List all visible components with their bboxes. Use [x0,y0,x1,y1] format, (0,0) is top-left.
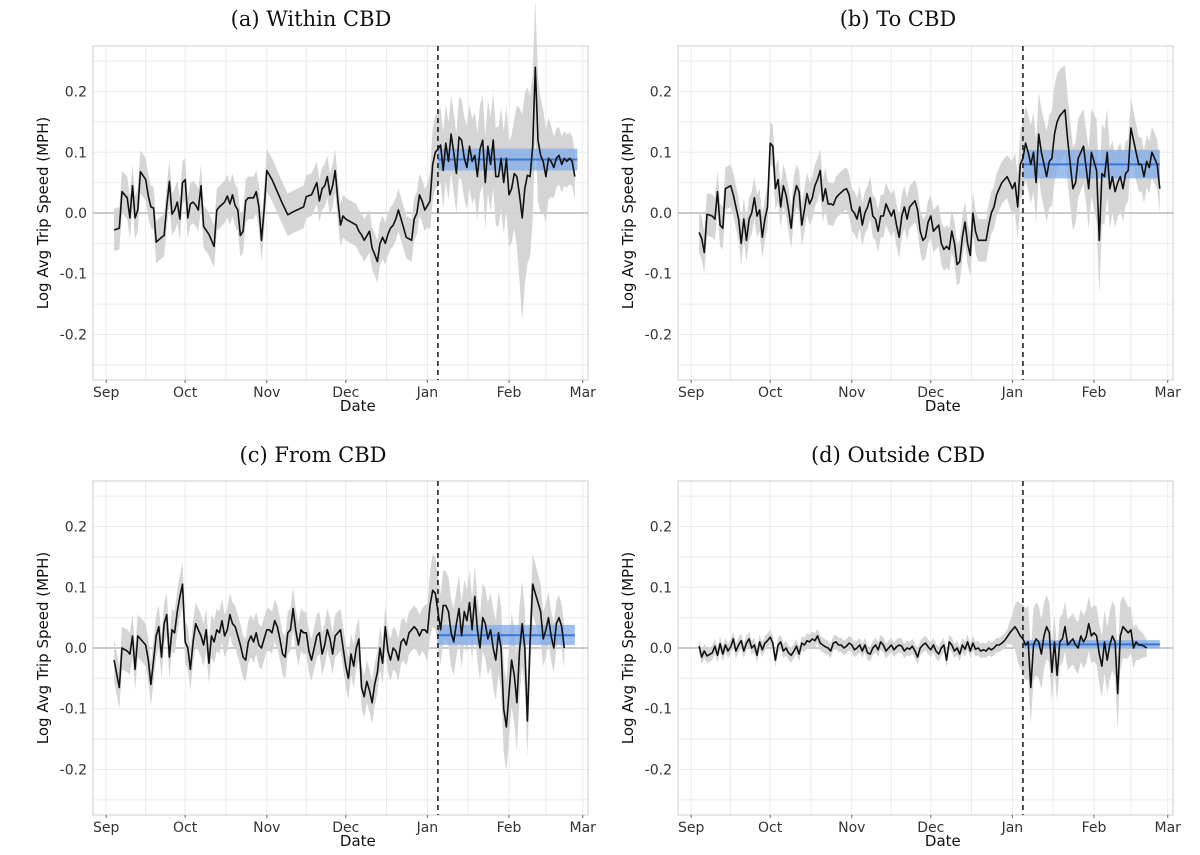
confidence-band [699,65,1160,295]
x-tick-label: Jan [1001,820,1024,836]
x-tick-label: Feb [497,820,522,836]
x-tick-label: Dec [917,385,944,401]
x-tick-label: Sep [93,385,120,401]
panel-b: (b) To CBD Sep Oct Nov Dec Jan Feb Mar 0.2 0.1 0.0… [619,7,1181,415]
y-tick-label: -0.2 [645,762,672,778]
series-line [113,583,566,728]
x-tick-label: Jan [416,385,439,401]
panel-title: (c) From CBD [240,443,387,467]
y-axis-label: Log Avg Trip Speed (MPH) [619,117,637,309]
y-tick-label: 0.1 [65,580,87,596]
x-tick-label: Mar [1155,820,1182,836]
x-tick-label: Nov [838,820,865,836]
y-tick-label: 0.1 [650,580,672,596]
x-tick-label: Nov [253,820,280,836]
y-tick-label: 0.2 [65,85,87,101]
y-axis-label: Log Avg Trip Speed (MPH) [34,117,52,309]
x-tick-label: Sep [678,820,705,836]
panel-title: (a) Within CBD [231,7,392,31]
x-tick-label: Feb [1082,820,1107,836]
panel-c: (c) From CBD Sep Oct Nov Dec Jan Feb Mar 0.2 0.1 0… [34,443,596,850]
x-tick-label: Sep [678,385,705,401]
x-axis-label: Date [925,832,961,850]
series-line [698,109,1161,266]
panel-title: (b) To CBD [840,7,957,31]
x-tick-label: Nov [838,385,865,401]
x-tick-label: Mar [570,385,597,401]
x-tick-label: Sep [93,820,120,836]
x-tick-label: Oct [758,385,783,401]
x-tick-label: Dec [332,385,359,401]
x-tick-label: Oct [173,385,198,401]
y-tick-label: -0.1 [645,267,672,283]
y-tick-label: -0.2 [645,327,672,343]
x-tick-label: Mar [1155,385,1182,401]
x-tick-label: Dec [917,820,944,836]
y-tick-label: -0.2 [60,327,87,343]
x-tick-label: Jan [416,820,439,836]
y-tick-label: -0.1 [60,267,87,283]
y-axis-label: Log Avg Trip Speed (MPH) [34,552,52,744]
y-tick-label: -0.1 [645,702,672,718]
x-tick-label: Mar [570,820,597,836]
y-tick-label: -0.1 [60,702,87,718]
x-tick-label: Jan [1001,385,1024,401]
y-tick-label: 0.0 [650,641,672,657]
y-tick-label: 0.1 [65,145,87,161]
x-tick-label: Dec [332,820,359,836]
y-tick-label: 0.0 [65,206,87,222]
panel-d: (d) Outside CBD Sep Oct Nov Dec Jan Feb Mar 0.2 0… [619,443,1181,850]
y-tick-label: -0.2 [60,762,87,778]
y-tick-label: 0.2 [65,520,87,536]
x-tick-label: Nov [253,385,280,401]
y-tick-label: 0.2 [650,85,672,101]
x-axis-label: Date [925,397,961,415]
panel-title: (d) Outside CBD [811,443,985,467]
x-axis-label: Date [340,832,376,850]
y-tick-label: 0.1 [650,145,672,161]
y-tick-label: 0.2 [650,520,672,536]
x-tick-label: Feb [1082,385,1107,401]
x-tick-label: Oct [173,820,198,836]
series-line [113,66,576,263]
x-axis-label: Date [340,397,376,415]
series-line [698,622,1148,695]
panel-a: (a) Within CBD Sep Oct Nov Dec Jan Feb Mar 0.2 0.… [34,0,596,415]
y-axis-label: Log Avg Trip Speed (MPH) [619,552,637,744]
x-tick-label: Feb [497,385,522,401]
x-tick-label: Oct [758,820,783,836]
y-tick-label: 0.0 [65,641,87,657]
y-tick-label: 0.0 [650,206,672,222]
confidence-band [699,594,1147,730]
confidence-band [114,553,565,772]
